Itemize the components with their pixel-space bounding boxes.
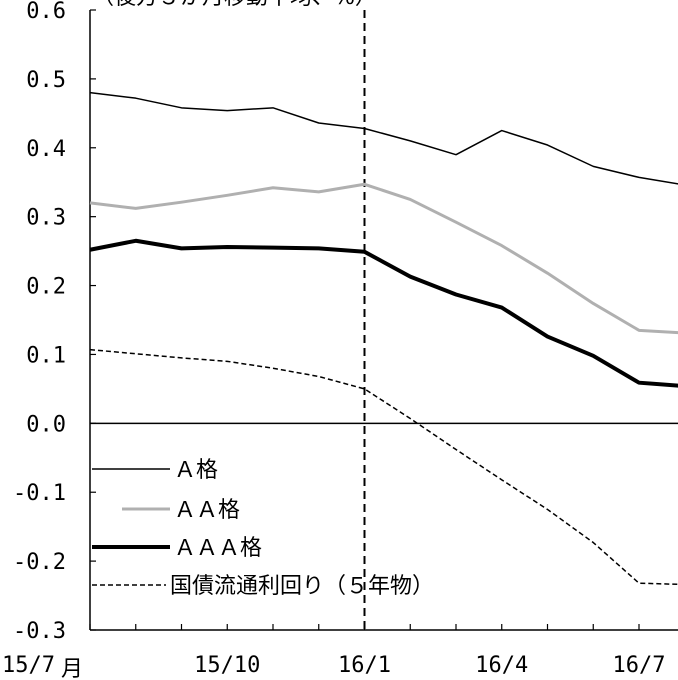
x-tick-label: 16/4 [475, 653, 528, 678]
series-line-3 [89, 348, 678, 586]
y-tick-label: 0.0 [26, 412, 66, 437]
x-tick-suffix: 月 [61, 657, 83, 680]
y-tick-label: -0.2 [13, 550, 66, 575]
legend-label-3: 国債流通利回り（５年物） [170, 574, 434, 599]
y-tick-label: 0.2 [26, 275, 66, 300]
y-tick-label: -0.3 [13, 619, 66, 644]
y-tick-label: 0.1 [26, 343, 66, 368]
y-tick-label: -0.1 [13, 481, 66, 506]
x-tick-label: 15/7 [2, 653, 55, 678]
series-lines [89, 91, 678, 586]
legend-label-0: Ａ格 [174, 458, 218, 483]
y-tick-label: 0.3 [26, 206, 66, 231]
y-tick-label: 0.5 [26, 68, 66, 93]
series-line-2 [89, 238, 678, 388]
series-line-1 [89, 182, 678, 335]
x-tick-label: 16/1 [338, 653, 391, 678]
x-tick-label: 15/10 [194, 653, 260, 678]
legend-label-2: ＡＡＡ格 [174, 536, 262, 561]
x-tick-label: 16/7 [613, 653, 666, 678]
y-tick-label: 0.6 [26, 0, 66, 24]
series-line-0 [89, 91, 678, 185]
chart-title: （後方３か月移動平均、%） [92, 0, 377, 10]
y-tick-label: 0.4 [26, 137, 66, 162]
legend-label-1: ＡＡ格 [174, 498, 240, 523]
